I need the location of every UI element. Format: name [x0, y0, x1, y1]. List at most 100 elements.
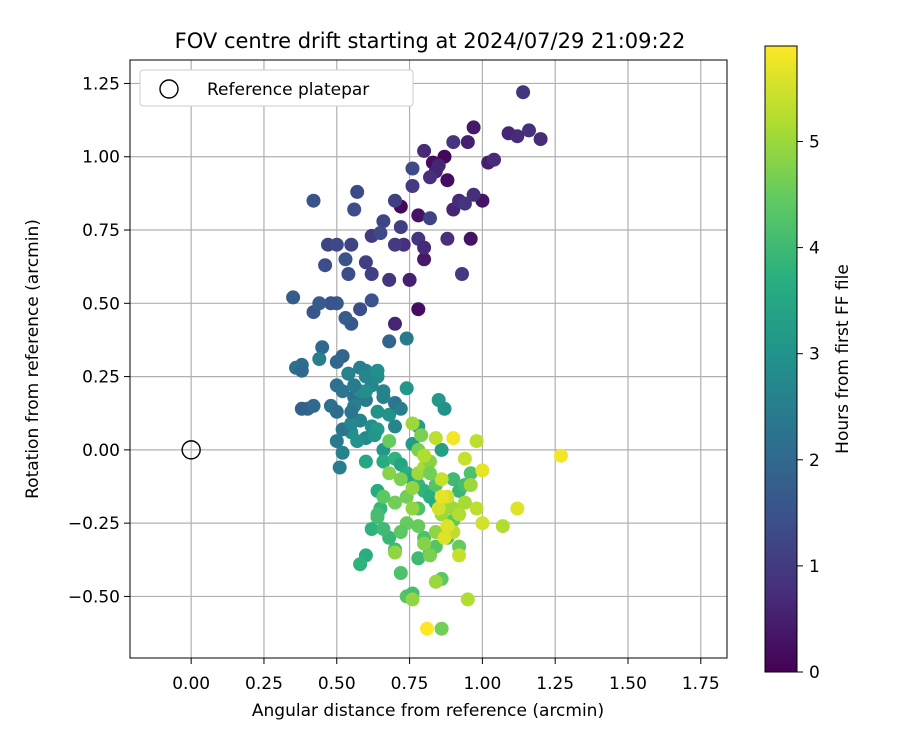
- data-point: [405, 481, 420, 495]
- data-point: [452, 548, 467, 563]
- data-point: [358, 384, 373, 399]
- x-tick-label: 0.75: [391, 674, 429, 694]
- colorbar: 0 1 2 3 4 5 Hours from first FF file: [764, 45, 853, 683]
- data-point: [370, 363, 385, 378]
- data-point: [329, 404, 344, 419]
- data-point: [393, 220, 408, 235]
- data-point: [475, 516, 490, 531]
- data-point: [350, 184, 365, 199]
- y-tick-label: 0.25: [82, 368, 120, 388]
- data-point: [335, 445, 350, 460]
- colorbar-tick-label: 2: [809, 451, 820, 471]
- data-point: [382, 334, 397, 349]
- data-point: [446, 431, 461, 446]
- data-point: [350, 434, 365, 449]
- data-point: [382, 407, 397, 422]
- legend: Reference platepar: [139, 69, 414, 107]
- data-points: [286, 85, 568, 636]
- data-point: [417, 536, 432, 551]
- data-point: [423, 211, 437, 226]
- data-point: [364, 267, 379, 281]
- data-point: [428, 574, 443, 589]
- data-point: [388, 237, 402, 252]
- x-tick-label: 1.75: [682, 674, 720, 694]
- data-point: [353, 557, 368, 572]
- data-point: [495, 519, 510, 534]
- y-tick-label: −0.50: [68, 587, 120, 607]
- colorbar-ticks: 0 1 2 3 4 5: [797, 132, 820, 683]
- x-tick-label: 1.50: [609, 674, 647, 694]
- data-point: [487, 152, 501, 167]
- data-point: [510, 501, 525, 516]
- data-point: [388, 316, 402, 331]
- data-point: [323, 296, 338, 311]
- x-axis-ticks: 0.00 0.25 0.50 0.75 1.00 1.25 1.50 1.75: [172, 658, 720, 694]
- data-point: [393, 525, 408, 539]
- data-point: [338, 252, 353, 267]
- data-point: [347, 378, 362, 393]
- x-tick-label: 1.00: [463, 674, 501, 694]
- data-point: [306, 193, 321, 208]
- colorbar-tick-label: 4: [809, 239, 820, 259]
- data-point: [428, 431, 443, 446]
- data-point: [341, 366, 356, 381]
- y-tick-label: 1.00: [82, 148, 120, 168]
- data-point: [405, 592, 420, 607]
- data-point: [405, 179, 420, 193]
- data-point: [510, 129, 525, 144]
- data-point: [431, 501, 446, 516]
- data-point: [446, 135, 461, 150]
- data-point: [370, 404, 385, 419]
- data-point: [431, 158, 446, 173]
- data-point: [440, 231, 455, 246]
- data-point: [414, 428, 429, 443]
- data-point: [516, 85, 531, 100]
- data-point: [338, 311, 353, 325]
- data-point: [358, 255, 373, 270]
- reference-marker: [181, 440, 201, 460]
- data-point: [434, 489, 449, 504]
- data-point: [423, 170, 437, 185]
- data-point: [353, 302, 368, 317]
- y-tick-label: 0.75: [82, 221, 120, 241]
- data-point: [344, 416, 359, 431]
- data-point: [367, 428, 382, 443]
- data-point: [388, 495, 402, 510]
- data-point: [440, 519, 455, 534]
- data-point: [376, 214, 391, 229]
- data-point: [388, 545, 402, 560]
- data-point: [373, 226, 388, 240]
- chart-title: FOV centre drift starting at 2024/07/29 …: [175, 29, 686, 53]
- data-point: [393, 472, 408, 487]
- data-point: [306, 398, 321, 413]
- data-point: [399, 331, 414, 346]
- data-point: [452, 507, 467, 522]
- x-tick-label: 1.25: [536, 674, 574, 694]
- data-point: [329, 434, 344, 449]
- data-point: [358, 454, 373, 469]
- data-point: [423, 548, 437, 563]
- y-tick-label: −0.25: [68, 514, 120, 534]
- data-point: [434, 472, 449, 487]
- data-point: [463, 231, 478, 246]
- data-point: [315, 340, 330, 355]
- data-point: [469, 501, 484, 516]
- data-point: [382, 272, 397, 287]
- data-point: [463, 466, 478, 481]
- y-tick-label: 0.00: [82, 441, 120, 461]
- data-point: [460, 135, 475, 150]
- data-point: [318, 258, 333, 273]
- data-point: [382, 466, 397, 481]
- data-point: [466, 187, 481, 202]
- x-tick-label: 0.25: [245, 674, 283, 694]
- data-point: [376, 489, 391, 504]
- data-point: [469, 434, 484, 449]
- data-point: [420, 621, 434, 636]
- x-tick-label: 0.50: [318, 674, 356, 694]
- plot-frame: [129, 59, 728, 659]
- data-point: [457, 196, 472, 211]
- y-axis-label: Rotation from reference (arcmin): [23, 219, 43, 499]
- data-point: [463, 478, 478, 492]
- x-axis-label: Angular distance from reference (arcmin): [252, 701, 604, 721]
- colorbar-tick-label: 1: [809, 557, 820, 577]
